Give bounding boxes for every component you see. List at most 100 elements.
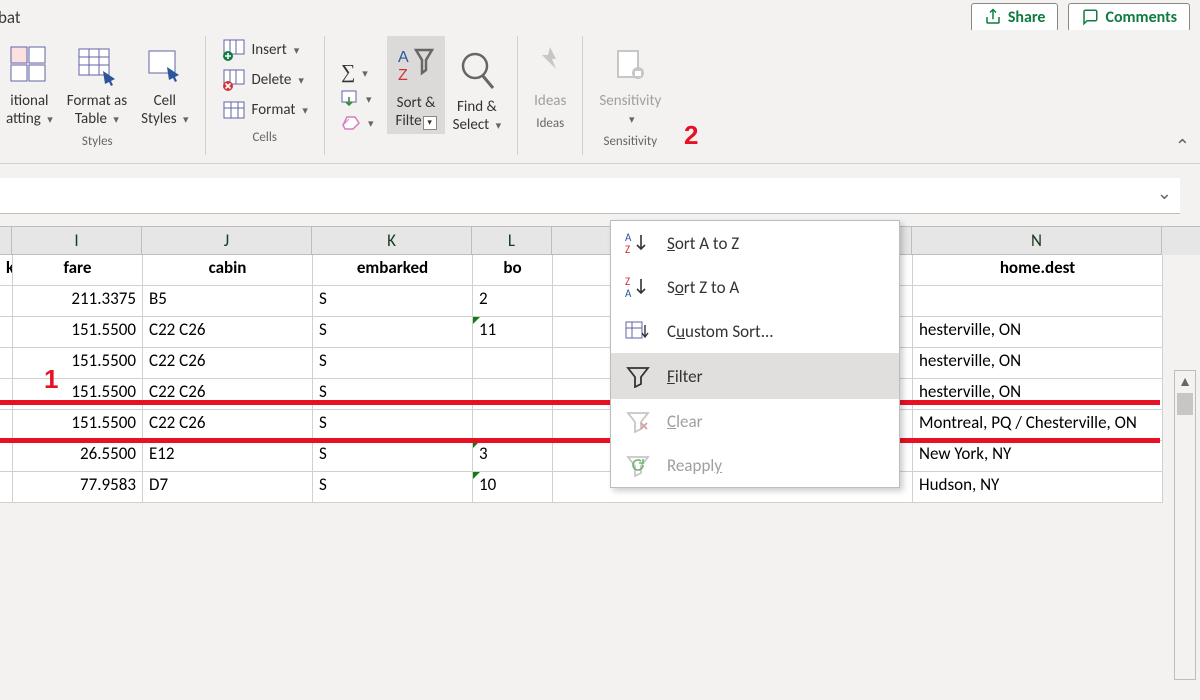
header-cell[interactable]: home.dest xyxy=(913,255,1163,286)
delete-button[interactable]: Delete xyxy=(216,66,314,94)
ideas-group-label: Ideas xyxy=(536,116,564,131)
ribbon: itional atting Format as Table Cell Styl… xyxy=(0,30,1200,164)
cell[interactable] xyxy=(0,379,13,410)
cell[interactable]: 77.9583 xyxy=(13,472,143,503)
cell[interactable]: S xyxy=(313,348,473,379)
cell[interactable]: 151.5500 xyxy=(13,410,143,441)
clear-filter-item: Clear xyxy=(611,398,899,443)
table-row[interactable]: 151.5500C22 C26S Montreal, PQ / Chesterv… xyxy=(0,410,1200,441)
col-header-N[interactable]: N xyxy=(912,227,1162,255)
cell[interactable] xyxy=(0,317,13,348)
filter-icon xyxy=(625,364,651,388)
cell[interactable] xyxy=(0,472,13,503)
cell[interactable]: 11 xyxy=(473,317,553,348)
styles-group-label: Styles xyxy=(82,134,113,149)
col-header-I[interactable]: I xyxy=(12,227,142,255)
scroll-up-arrow[interactable]: ▲ xyxy=(1175,371,1195,393)
cell[interactable] xyxy=(473,410,553,441)
cell[interactable]: S xyxy=(313,317,473,348)
cell[interactable]: S xyxy=(313,472,473,503)
cell[interactable]: C22 C26 xyxy=(143,317,313,348)
header-cell[interactable]: bo xyxy=(473,255,553,286)
cell[interactable]: New York, NY xyxy=(913,441,1163,472)
sort-az-icon: AZ xyxy=(625,231,651,255)
cell[interactable]: 2 xyxy=(473,286,553,317)
sort-za-icon: ZA xyxy=(625,275,651,299)
sort-filter-label: Sort & Filte▾ xyxy=(395,94,436,130)
cell[interactable]: S xyxy=(313,286,473,317)
cell[interactable]: 151.5500 xyxy=(13,379,143,410)
vertical-scrollbar[interactable]: ▲ xyxy=(1174,370,1196,680)
clear-button[interactable] xyxy=(335,112,380,134)
col-header-J[interactable]: J xyxy=(142,227,312,255)
cell-styles-label: Cell Styles xyxy=(141,92,188,128)
cell[interactable]: S xyxy=(313,441,473,472)
col-header-L[interactable]: L xyxy=(472,227,552,255)
cell[interactable]: Montreal, PQ / Chesterville, ON xyxy=(913,410,1163,441)
cell[interactable]: 10 xyxy=(473,472,553,503)
formula-bar[interactable]: ⌄ xyxy=(0,178,1180,214)
cell[interactable]: 151.5500 xyxy=(13,317,143,348)
cell[interactable]: D7 xyxy=(143,472,313,503)
find-select-button[interactable]: Find & Select xyxy=(447,42,508,134)
cell[interactable]: hesterville, ON xyxy=(913,348,1163,379)
data-header-row: ketfarecabinembarkedbo home.dest xyxy=(0,255,1200,286)
cells-group-label: Cells xyxy=(253,130,277,145)
cell[interactable]: S xyxy=(313,410,473,441)
table-row[interactable]: 26.5500E12S3 New York, NY xyxy=(0,441,1200,472)
filter-item[interactable]: Filter xyxy=(611,353,899,398)
insert-button[interactable]: Insert xyxy=(216,36,314,64)
cell[interactable] xyxy=(473,348,553,379)
custom-sort-icon xyxy=(625,319,651,343)
table-row[interactable]: 151.5500C22 C26Shesterville, ON xyxy=(0,379,1200,410)
cell[interactable]: C22 C26 xyxy=(143,410,313,441)
cell[interactable] xyxy=(913,286,1163,317)
table-row[interactable]: 151.5500C22 C26S11 hesterville, ON xyxy=(0,317,1200,348)
header-cell[interactable]: cabin xyxy=(143,255,313,286)
cell[interactable]: 3 xyxy=(473,441,553,472)
header-cell[interactable]: embarked xyxy=(313,255,473,286)
cell[interactable] xyxy=(0,410,13,441)
conditional-formatting-button[interactable]: itional atting xyxy=(0,36,59,128)
format-as-table-icon xyxy=(75,38,119,92)
table-row[interactable]: 77.9583D7S10 Hudson, NY xyxy=(0,472,1200,503)
sort-a-to-z-item[interactable]: AZ Sort A to Z xyxy=(611,221,899,265)
format-button[interactable]: Format xyxy=(216,96,314,124)
conditional-formatting-label: itional atting xyxy=(6,92,53,128)
fill-button[interactable] xyxy=(335,88,380,110)
table-row[interactable]: 211.3375B5S2 xyxy=(0,286,1200,317)
col-header-edge[interactable] xyxy=(0,227,12,255)
autosum-button[interactable]: ∑ xyxy=(335,59,380,86)
cell[interactable]: C22 C26 xyxy=(143,348,313,379)
sort-z-to-a-item[interactable]: ZA Sort Z to A xyxy=(611,265,899,309)
cell[interactable] xyxy=(0,286,13,317)
cell[interactable]: 211.3375 xyxy=(13,286,143,317)
col-header-K[interactable]: K xyxy=(312,227,472,255)
cell[interactable]: hesterville, ON xyxy=(913,317,1163,348)
table-row[interactable]: 151.5500C22 C26Shesterville, ON xyxy=(0,348,1200,379)
cell[interactable] xyxy=(0,348,13,379)
header-cell[interactable]: ket xyxy=(0,255,13,286)
custom-sort-item[interactable]: Cuustom Sort... xyxy=(611,309,899,353)
cell[interactable]: 26.5500 xyxy=(13,441,143,472)
cell[interactable]: hesterville, ON xyxy=(913,379,1163,410)
cell[interactable]: S xyxy=(313,379,473,410)
cell[interactable]: B5 xyxy=(143,286,313,317)
cell[interactable]: 151.5500 xyxy=(13,348,143,379)
scroll-thumb[interactable] xyxy=(1177,393,1193,415)
sort-and-filter-button[interactable]: A Z Sort & Filte▾ xyxy=(387,36,444,134)
header-cell[interactable]: fare xyxy=(13,255,143,286)
comments-button[interactable]: Comments xyxy=(1068,3,1190,32)
format-as-table-button[interactable]: Format as Table xyxy=(61,36,133,128)
ideas-button[interactable]: Ideas xyxy=(528,36,572,110)
cell-styles-button[interactable]: Cell Styles xyxy=(135,36,194,128)
cell[interactable]: E12 xyxy=(143,441,313,472)
cell[interactable]: Hudson, NY xyxy=(913,472,1163,503)
collapse-ribbon-icon[interactable]: ⌃ xyxy=(1175,135,1190,157)
expand-formula-bar-icon[interactable]: ⌄ xyxy=(1157,182,1172,204)
cell[interactable]: C22 C26 xyxy=(143,379,313,410)
cell[interactable] xyxy=(0,441,13,472)
share-button[interactable]: Share xyxy=(971,3,1059,32)
cell[interactable] xyxy=(473,379,553,410)
sensitivity-button[interactable]: Sensitivity xyxy=(593,36,667,128)
